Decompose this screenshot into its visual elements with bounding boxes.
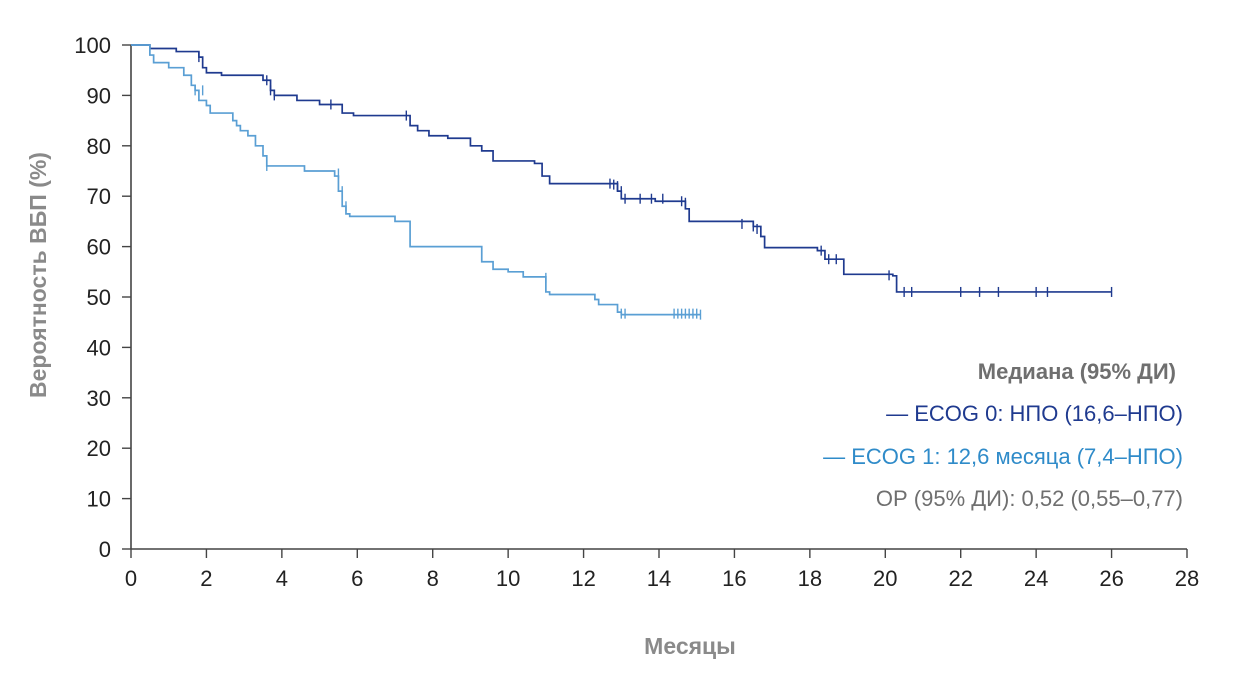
y-tick-label: 50 — [87, 285, 111, 310]
x-tick-label: 22 — [948, 566, 972, 591]
x-tick-label: 26 — [1099, 566, 1123, 591]
x-axis-title: Месяцы — [644, 633, 736, 659]
x-tick-label: 0 — [125, 566, 137, 591]
y-tick-label: 70 — [87, 184, 111, 209]
x-tick-label: 28 — [1175, 566, 1199, 591]
series-ecog1 — [131, 44, 702, 320]
x-ticks: 0 2 4 6 8 10 12 14 16 18 20 22 24 26 28 — [125, 549, 1199, 591]
legend-entry-ecog1: — ECOG 1: 12,6 месяца (7,4–НПО) — [823, 444, 1183, 469]
y-tick-label: 30 — [87, 386, 111, 411]
x-tick-label: 20 — [873, 566, 897, 591]
y-tick-label: 40 — [87, 335, 111, 360]
series-ecog0 — [131, 44, 1113, 297]
y-ticks: 0 10 20 30 40 50 60 70 80 90 100 — [74, 33, 131, 562]
x-tick-label: 2 — [200, 566, 212, 591]
y-tick-label: 60 — [87, 235, 111, 260]
x-tick-label: 4 — [276, 566, 288, 591]
series-line-ecog1 — [131, 44, 701, 316]
y-tick-label: 0 — [99, 537, 111, 562]
legend-title: Медиана (95% ДИ) — [978, 359, 1176, 384]
legend-entry-ecog0: — ECOG 0: НПО (16,6–НПО) — [886, 401, 1183, 426]
series-line-ecog0 — [131, 44, 1112, 293]
y-tick-label: 20 — [87, 436, 111, 461]
x-tick-label: 6 — [351, 566, 363, 591]
x-tick-label: 8 — [427, 566, 439, 591]
legend-note-hazard-ratio: ОР (95% ДИ): 0,52 (0,55–0,77) — [876, 486, 1183, 511]
y-tick-label: 90 — [87, 83, 111, 108]
y-tick-label: 80 — [87, 134, 111, 159]
series-layer — [131, 44, 1113, 320]
x-tick-label: 14 — [647, 566, 671, 591]
x-tick-label: 10 — [496, 566, 520, 591]
x-tick-label: 12 — [571, 566, 595, 591]
x-tick-label: 24 — [1024, 566, 1048, 591]
x-tick-label: 16 — [722, 566, 746, 591]
x-tick-label: 18 — [798, 566, 822, 591]
y-tick-label: 100 — [74, 33, 111, 58]
y-tick-label: 10 — [87, 487, 111, 512]
legend: Медиана (95% ДИ) — ECOG 0: НПО (16,6–НПО… — [823, 359, 1183, 511]
y-axis-title: Вероятность ВБП (%) — [25, 152, 51, 398]
